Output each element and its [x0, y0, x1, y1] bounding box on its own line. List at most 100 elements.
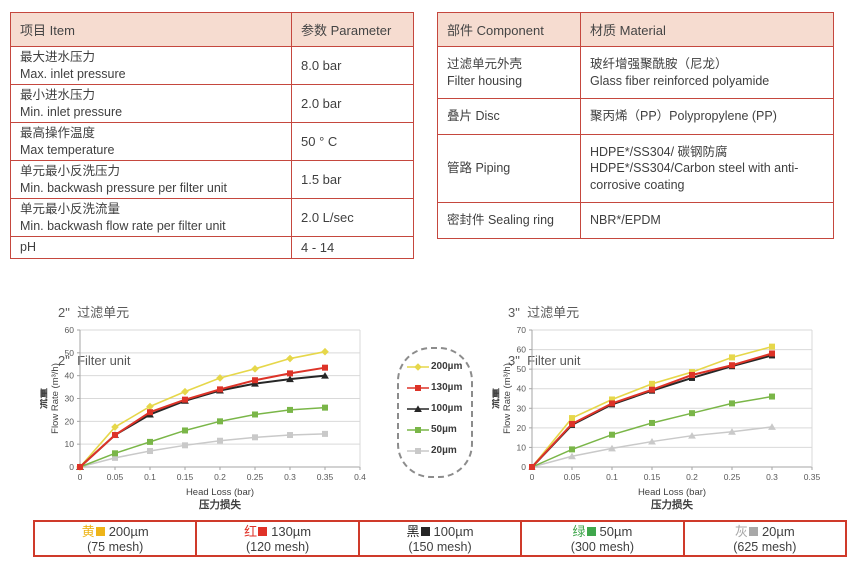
y-axis-label-cn: 流量 — [492, 388, 501, 409]
color-name-cn: 绿 — [572, 524, 586, 539]
material-header-row: 部件 Component 材质 Material — [437, 12, 834, 47]
spec-value-cell: 2.0 L/sec — [291, 198, 414, 237]
y-tick-label: 70 — [517, 325, 527, 335]
spec-row: 最高操作温度 Max temperature 50 ° C — [10, 122, 414, 161]
x-tick-label: 0.35 — [804, 472, 821, 482]
series-130µm — [77, 364, 328, 470]
spec-row: 单元最小反洗压力 Min. backwash pressure per filte… — [10, 160, 414, 199]
mesh-size-label: 100µm — [433, 524, 474, 539]
y-tick-label: 50 — [517, 364, 527, 374]
color-name-cn: 黑 — [406, 524, 420, 539]
mesh-size-label: 20µm — [761, 524, 795, 539]
material-material-cell: HDPE*/SS304/ 碳钢防腐 HDPE*/SS304/Carbon stee… — [580, 133, 834, 203]
y-tick-label: 10 — [517, 442, 527, 452]
spec-header-row: 项目 Item 参数 Parameter — [10, 12, 414, 47]
spec-value-cell: 4 - 14 — [291, 235, 414, 260]
material-component-cell: 过滤单元外壳 Filter housing — [437, 46, 581, 99]
chart-legend: 200µm 130µm 100µm 50µm 20µm — [397, 347, 473, 478]
mesh-size-label: 130µm — [271, 524, 312, 539]
mesh-size-label: 200µm — [108, 524, 149, 539]
mesh-legend-cell-50µm: 绿 50µm (300 mesh) — [522, 522, 685, 555]
x-tick-label: 0.2 — [214, 472, 226, 482]
material-row: 密封件 Sealing ring NBR*/EPDM — [437, 202, 834, 239]
spec-item-cell: pH — [10, 235, 292, 260]
square-marker-icon — [407, 447, 429, 454]
material-row: 管路 Piping HDPE*/SS304/ 碳钢防腐 HDPE*/SS304/Ca… — [437, 133, 834, 203]
square-marker-icon — [407, 384, 429, 391]
y-tick-label: 60 — [517, 345, 527, 355]
mesh-count-label: (120 mesh) — [245, 540, 310, 554]
color-swatch-icon — [420, 527, 430, 536]
series-50µm — [529, 393, 775, 470]
x-axis-label-cn: 压力损失 — [199, 498, 241, 511]
x-tick-label: 0.05 — [564, 472, 581, 482]
spec-item-cell: 最小进水压力 Min. inlet pressure — [10, 84, 292, 123]
legend-item-130µm: 130µm — [399, 377, 471, 398]
spec-item-cell: 最大进水压力 Max. inlet pressure — [10, 46, 292, 85]
x-tick-label: 0.25 — [724, 472, 741, 482]
material-component-cell: 叠片 Disc — [437, 98, 581, 135]
color-name-cn: 黄 — [81, 524, 95, 539]
x-tick-label: 0.05 — [107, 472, 124, 482]
spec-header-parameter: 参数 Parameter — [291, 12, 414, 47]
y-tick-label: 0 — [69, 462, 74, 472]
legend-item-label: 50µm — [431, 424, 457, 435]
x-tick-label: 0.2 — [686, 472, 698, 482]
spec-item-cell: 单元最小反洗压力 Min. backwash pressure per filte… — [10, 160, 292, 199]
diamond-marker-icon — [407, 362, 429, 371]
color-name-cn: 红 — [244, 524, 258, 539]
chart-title-3in-cn: 3" 过滤单元 — [508, 305, 580, 320]
material-material-cell: 玻纤增强聚酰胺（尼龙） Glass fiber reinforced polyam… — [580, 46, 834, 99]
legend-item-label: 130µm — [431, 382, 463, 393]
material-row: 叠片 Disc 聚丙烯（PP）Polypropylene (PP) — [437, 98, 834, 135]
spec-header-item: 项目 Item — [10, 12, 292, 47]
spec-value-cell: 8.0 bar — [291, 46, 414, 85]
spec-value-cell: 2.0 bar — [291, 84, 414, 123]
x-tick-label: 0.3 — [766, 472, 778, 482]
mesh-legend-line1: 红 130µm — [197, 523, 357, 540]
legend-item-100µm: 100µm — [399, 398, 471, 419]
x-tick-label: 0.15 — [177, 472, 194, 482]
mesh-legend-cell-130µm: 红 130µm (120 mesh) — [197, 522, 360, 555]
y-axis-label-en: Flow Rate (m³/h) — [502, 363, 513, 434]
x-axis-label-en: Head Loss (bar) — [638, 487, 706, 498]
x-tick-label: 0 — [530, 472, 535, 482]
series-130µm — [529, 350, 775, 470]
mesh-size-legend: 黄 200µm (75 mesh) 红 130µm (120 mesh) 黑 100µm (15… — [33, 520, 847, 557]
y-tick-label: 30 — [65, 394, 75, 404]
x-tick-label: 0 — [78, 472, 83, 482]
spec-row: 最大进水压力 Max. inlet pressure 8.0 bar — [10, 46, 414, 85]
mesh-count-label: (75 mesh) — [87, 540, 144, 554]
mesh-legend-line1: 绿 50µm — [522, 523, 682, 540]
spec-table: 项目 Item 参数 Parameter 最大进水压力 Max. inlet pr… — [10, 12, 414, 260]
x-tick-label: 0.4 — [354, 472, 366, 482]
material-table: 部件 Component 材质 Material 过滤单元外壳 Filter ho… — [437, 12, 834, 239]
legend-item-200µm: 200µm — [399, 356, 471, 377]
series-20µm — [528, 423, 776, 470]
legend-item-label: 20µm — [431, 445, 457, 456]
color-swatch-icon — [258, 527, 268, 536]
y-tick-label: 30 — [517, 403, 527, 413]
x-tick-label: 0.15 — [644, 472, 661, 482]
chart-title-3in: 3" 过滤单元 3" Filter unit — [508, 273, 581, 401]
x-tick-label: 0.1 — [144, 472, 156, 482]
material-component-cell: 管路 Piping — [437, 133, 581, 203]
chart-title-2in-en: 2" Filter unit — [58, 353, 131, 368]
spec-item-cell: 单元最小反洗流量 Min. backwash flow rate per filt… — [10, 198, 292, 237]
legend-item-50µm: 50µm — [399, 419, 471, 440]
y-tick-label: 40 — [517, 384, 527, 394]
legend-item-label: 200µm — [431, 361, 463, 372]
mesh-legend-line1: 黑 100µm — [360, 523, 520, 540]
mesh-legend-cell-200µm: 黄 200µm (75 mesh) — [35, 522, 198, 555]
color-name-cn: 灰 — [734, 524, 748, 539]
mesh-legend-line1: 灰 20µm — [685, 523, 845, 540]
mesh-count-label: (625 mesh) — [733, 540, 797, 554]
y-tick-label: 60 — [65, 325, 75, 335]
color-swatch-icon — [95, 527, 105, 536]
chart-title-2in: 2" 过滤单元 2" Filter unit — [58, 273, 131, 401]
mesh-size-label: 50µm — [599, 524, 633, 539]
mesh-legend-cell-100µm: 黑 100µm (150 mesh) — [360, 522, 523, 555]
y-axis-label-en: Flow Rate (m³/h) — [50, 363, 61, 434]
color-swatch-icon — [748, 527, 758, 536]
